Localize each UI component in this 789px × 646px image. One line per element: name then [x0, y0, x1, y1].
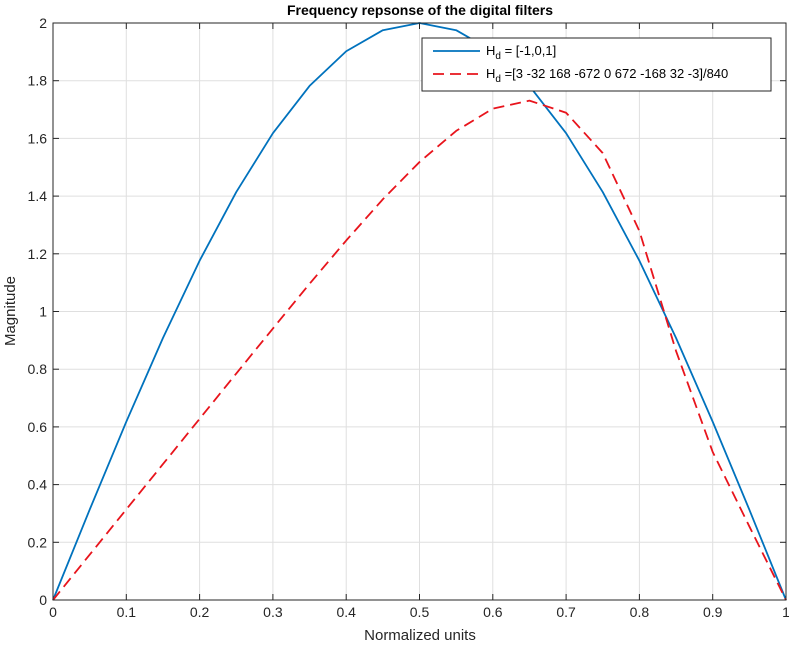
- y-tick-label: 1.4: [28, 188, 48, 204]
- x-tick-label: 1: [782, 604, 789, 620]
- y-tick-label: 0.6: [28, 419, 48, 435]
- legend-label-1: Hd = [-1,0,1]: [486, 43, 556, 62]
- x-tick-label: 0.1: [117, 604, 137, 620]
- y-axis-label: Magnitude: [2, 276, 19, 346]
- x-tick-label: 0.4: [336, 604, 356, 620]
- x-tick-label: 0.2: [190, 604, 210, 620]
- legend-box: [421, 37, 772, 92]
- y-tick-label: 2: [39, 15, 47, 31]
- y-tick-label: 0.8: [28, 361, 48, 377]
- x-axis-label: Normalized units: [364, 627, 476, 644]
- x-tick-label: 0.7: [556, 604, 576, 620]
- y-tick-label: 1.8: [28, 73, 48, 89]
- y-tick-label: 0.4: [28, 477, 48, 493]
- y-tick-label: 0: [39, 592, 47, 608]
- ticks: 0 0.1 0.2 0.3 0.4 0.5 0.6 0.7 0.8 0.9 1 0 0.2 0.4 0.6 0…: [28, 15, 789, 620]
- x-tick-label: 0.9: [703, 604, 723, 620]
- x-tick-label: 0.5: [410, 604, 430, 620]
- x-tick-label: 0.8: [630, 604, 650, 620]
- y-tick-label: 1.2: [28, 246, 48, 262]
- legend-label-2: Hd =[3 -32 168 -672 0 672 -168 32 -3]/84…: [486, 66, 728, 85]
- chart-title: Frequency repsonse of the digital filter…: [287, 2, 553, 18]
- y-tick-label: 0.2: [28, 534, 48, 550]
- series-line-2: [52, 99, 787, 601]
- x-tick-label: 0.6: [483, 604, 503, 620]
- x-tick-label: 0.3: [263, 604, 283, 620]
- y-tick-label: 1: [39, 304, 47, 320]
- legend: Hd = [-1,0,1] Hd =[3 -32 168 -672 0 672 -…: [421, 37, 772, 92]
- y-tick-label: 1.6: [28, 130, 48, 146]
- x-tick-label: 0: [49, 604, 57, 620]
